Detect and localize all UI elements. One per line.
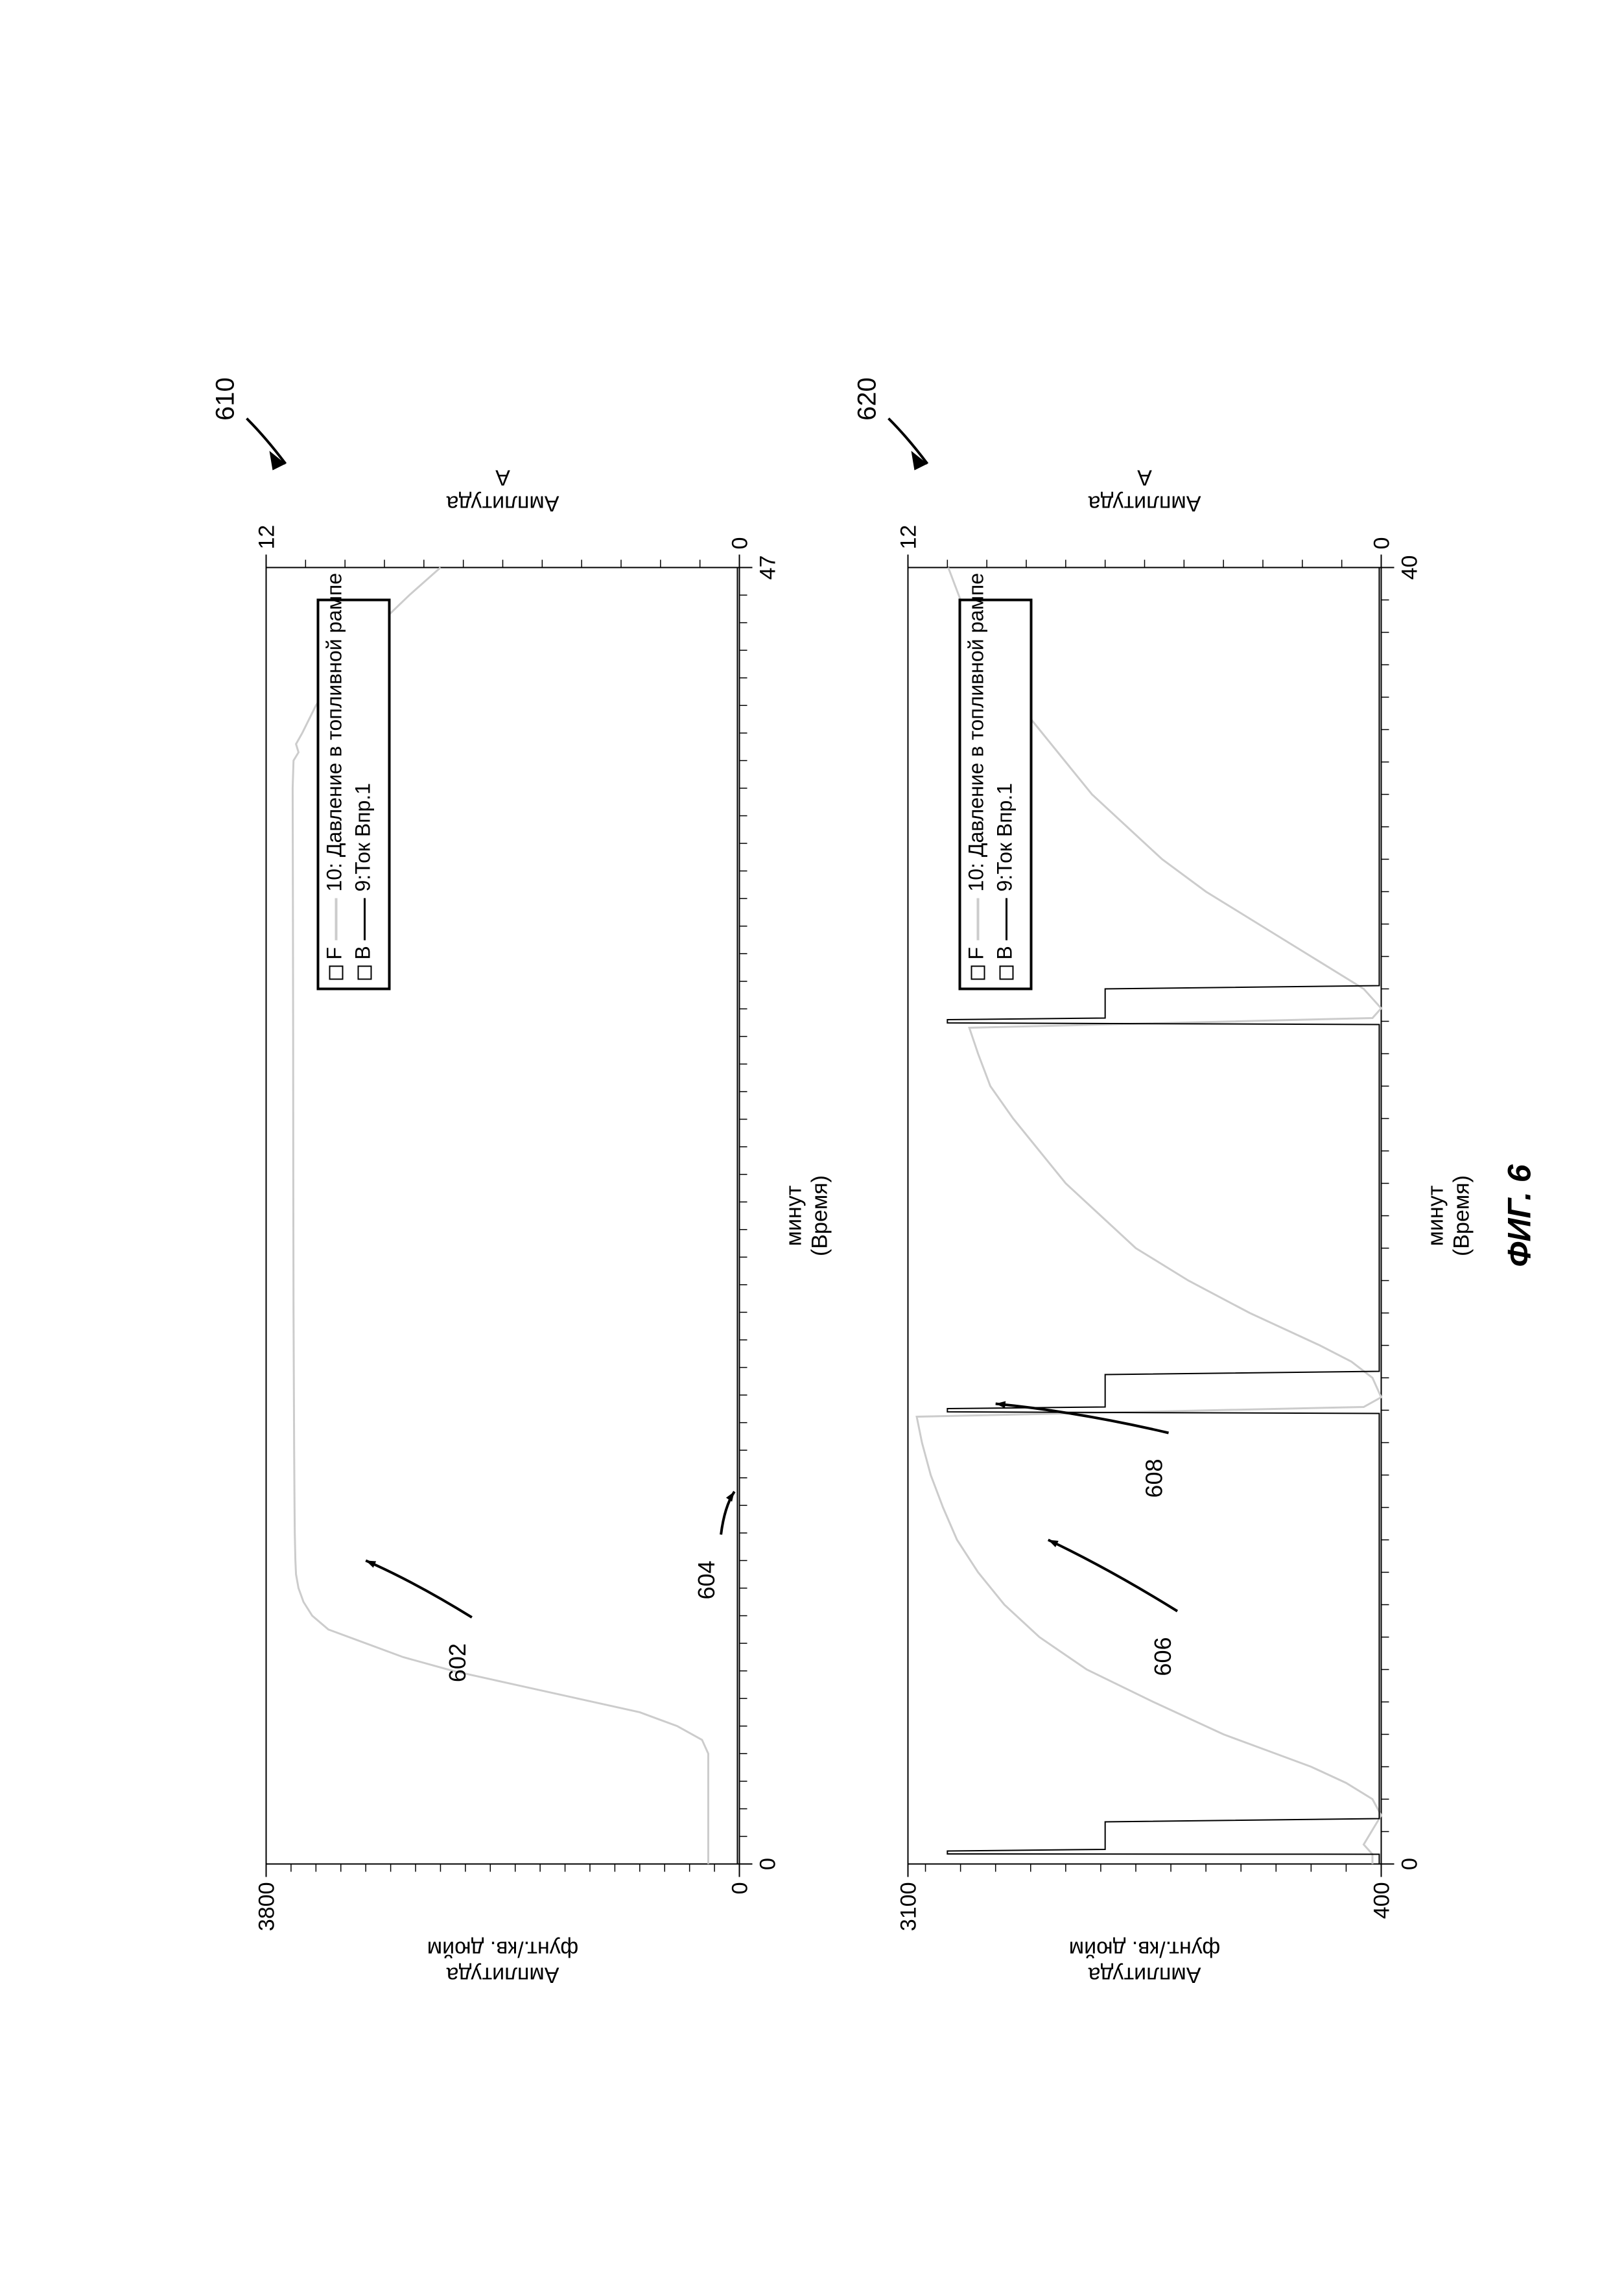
panel-label-610: 610	[211, 377, 239, 421]
panel-label-620: 620	[853, 377, 881, 421]
figure-label: ФИГ. 6	[1501, 1164, 1537, 1267]
